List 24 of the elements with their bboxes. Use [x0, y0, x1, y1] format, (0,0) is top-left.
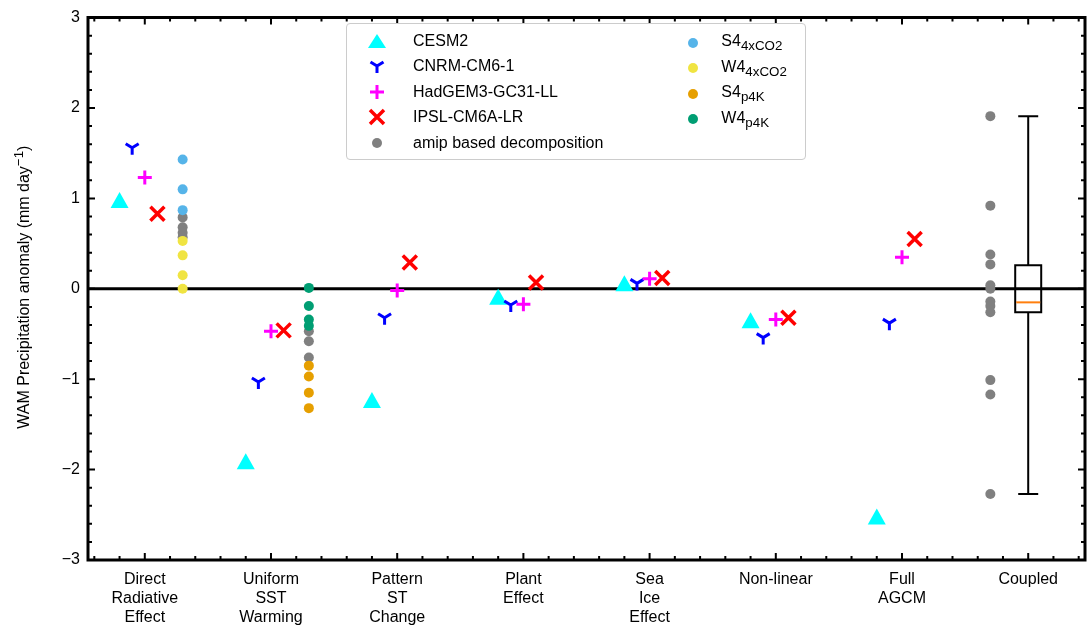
x-tick-label: Plant Effect: [503, 570, 545, 607]
x-tick-label: Sea Ice Effect: [629, 570, 671, 626]
legend-label: S4$_{p4K}$: [721, 83, 765, 105]
x-tick-label: Direct Radiative Effect: [111, 570, 179, 626]
legend-label: W4$_{4xCO2}$: [721, 57, 787, 79]
y-tick-label: −1: [61, 369, 81, 387]
x-tick-label: Pattern ST Change: [369, 570, 426, 626]
x-tick-label: Coupled: [998, 570, 1059, 588]
y-tick-label: 3: [71, 8, 81, 26]
x-tick-label: Uniform SST Warming: [239, 570, 303, 626]
legend-label: W4$_{p4K}$: [721, 108, 770, 130]
y-tick-label: −2: [61, 460, 81, 478]
y-tick-label: 1: [71, 188, 81, 206]
y-tick-label: −3: [61, 550, 81, 568]
y-tick-label: 2: [71, 98, 81, 116]
legend-label: CESM2: [413, 31, 469, 50]
x-tick-label: Full AGCM: [878, 570, 927, 607]
legend-label: amip based decomposition: [413, 133, 604, 152]
x-tick-label: Non-linear: [738, 570, 814, 588]
y-tick-label: 0: [71, 279, 81, 297]
legend-label: S4$_{4xCO2}$: [721, 32, 783, 54]
legend-label: IPSL-CM6A-LR: [413, 108, 524, 127]
legend-label: CNRM-CM6-1: [413, 57, 515, 76]
legend-label: HadGEM3-GC31-LL: [413, 82, 558, 101]
